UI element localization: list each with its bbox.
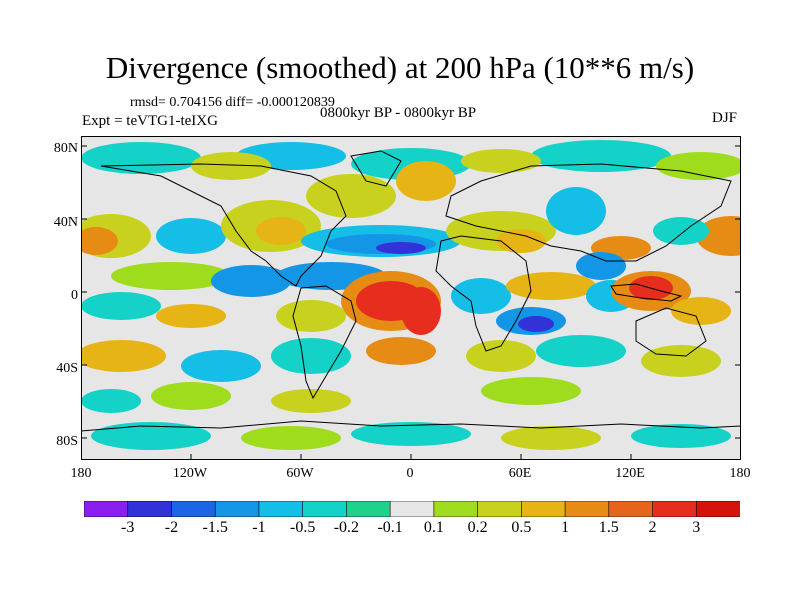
field-patch	[481, 377, 581, 405]
experiment-label: Expt = teVTG1-teIXG	[82, 113, 218, 129]
divergence-map	[81, 136, 741, 460]
field-patch	[376, 242, 426, 254]
colorbar-label: 1.5	[598, 519, 619, 536]
field-patch	[156, 218, 226, 254]
stats-label: rmsd= 0.704156 diff= -0.000120839	[130, 95, 335, 110]
colorbar-label: -2	[164, 519, 179, 536]
season-label: DJF	[712, 110, 738, 126]
lat-label-80n: 80N	[53, 141, 78, 156]
field-patch	[466, 340, 536, 372]
colorbar-label: -3	[121, 519, 135, 536]
field-patch	[81, 292, 161, 320]
field-patch	[211, 265, 291, 297]
field-patch	[151, 382, 231, 410]
colorbar-label: 2	[648, 519, 657, 536]
lon-label-0: 0	[406, 466, 414, 481]
field-patch	[531, 140, 671, 172]
colorbar-label: -0.5	[289, 519, 316, 536]
field-patch	[91, 422, 211, 450]
field-patch	[111, 262, 231, 290]
field-patch	[536, 335, 626, 367]
lon-label-180w: 180	[70, 466, 92, 481]
coast-south-america	[292, 285, 357, 400]
colorbar-swatch	[302, 501, 348, 517]
colorbar-swatch	[346, 501, 391, 517]
coast-maritime-continent	[610, 283, 683, 302]
colorbar-swatch	[258, 501, 304, 517]
colorbar-label: -0.1	[377, 519, 403, 536]
colorbar-label: 0.2	[467, 519, 488, 536]
lat-label-40s: 40S	[56, 361, 78, 376]
colorbar-label: -1.5	[202, 519, 228, 536]
field-patch	[81, 142, 201, 174]
colorbar-swatch	[127, 501, 173, 517]
colorbar-swatch	[477, 501, 523, 517]
lat-label-40n: 40N	[53, 215, 78, 230]
field-patch	[396, 161, 456, 201]
field-patch	[576, 252, 626, 280]
period-label: 0800kyr BP - 0800kyr BP	[320, 105, 477, 121]
coast-antarctica	[81, 420, 741, 432]
coast-greenland	[350, 150, 402, 187]
colorbar-swatch	[564, 501, 610, 517]
field-patch	[631, 424, 731, 448]
coast-australia	[635, 307, 707, 357]
field-patch	[306, 174, 396, 218]
colorbar-swatch	[214, 501, 260, 517]
field-patch	[546, 187, 606, 235]
map-frame	[81, 136, 741, 460]
colorbar	[84, 501, 740, 517]
field-patch	[81, 227, 118, 255]
field-patch	[271, 389, 351, 413]
field-patch	[276, 300, 346, 332]
field-patch	[451, 278, 511, 314]
colorbar-swatch	[521, 501, 566, 517]
field-patch	[156, 304, 226, 328]
coastlines	[81, 150, 741, 432]
colorbar-swatch	[608, 501, 654, 517]
field-patch	[653, 217, 709, 245]
colorbar-swatch	[389, 501, 435, 517]
field-patch	[256, 217, 306, 245]
field-patch	[191, 152, 271, 180]
colorbar-label: 3	[692, 519, 701, 536]
field-patch	[366, 337, 436, 365]
colorbar-swatch	[695, 501, 740, 517]
field-patch	[81, 340, 166, 372]
field-patch	[461, 149, 541, 173]
field-patch	[506, 272, 596, 300]
coast-north-america	[100, 163, 347, 287]
field-patch	[271, 338, 351, 374]
colorbar-label: 1	[561, 519, 570, 536]
lon-label-120w: 120W	[172, 466, 208, 481]
lon-label-180e: 180	[729, 466, 751, 481]
field-patch	[641, 345, 721, 377]
lon-label-60e: 60E	[508, 466, 532, 481]
colorbar-swatch	[433, 501, 479, 517]
field-patch	[401, 287, 441, 335]
coast-africa	[435, 235, 532, 352]
lat-label-eq: 0	[71, 288, 78, 303]
field-patch	[241, 426, 341, 450]
field-patch	[518, 316, 554, 332]
lon-label-120e: 120E	[615, 466, 645, 481]
field-patch	[501, 426, 601, 450]
field-patch	[81, 389, 141, 413]
colorbar-label: 0.5	[511, 519, 532, 536]
coast-eurasia	[445, 163, 732, 262]
field-patch	[696, 216, 741, 256]
plot-title: Divergence (smoothed) at 200 hPa (10**6 …	[105, 50, 695, 85]
field-patch	[656, 152, 741, 180]
colorbar-label: 0.1	[423, 519, 444, 536]
colorbar-label: -1	[252, 519, 266, 536]
field-patch	[181, 350, 261, 382]
colorbar-swatch	[171, 501, 217, 517]
colorbar-swatch	[652, 501, 698, 517]
colorbar-label: -0.2	[333, 519, 360, 536]
lon-label-60w: 60W	[286, 466, 314, 481]
colorbar-swatch	[84, 501, 129, 517]
lat-label-80s: 80S	[56, 434, 78, 449]
field-patch	[671, 297, 731, 325]
field-patch	[351, 422, 471, 446]
